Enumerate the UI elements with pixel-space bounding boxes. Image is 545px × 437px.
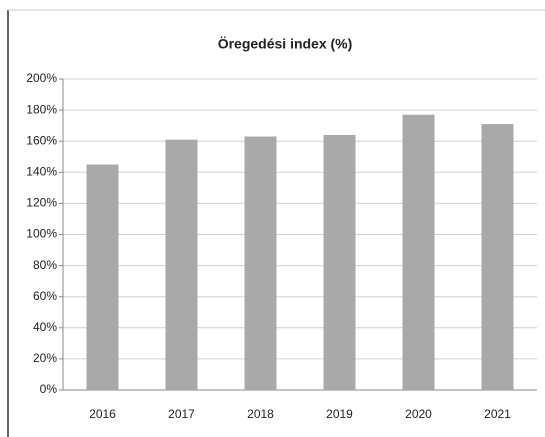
y-tick-label: 0% [40, 382, 58, 396]
x-tick-label: 2019 [326, 407, 353, 421]
x-tick-label: 2017 [168, 407, 195, 421]
y-tick-label: 20% [33, 351, 57, 365]
bar [323, 134, 356, 390]
y-tick-label: 180% [26, 102, 57, 116]
bar [481, 124, 514, 390]
x-tick-label: 2020 [405, 407, 432, 421]
x-tick-label: 2016 [89, 407, 116, 421]
y-tick-label: 200% [26, 71, 57, 85]
y-tick-label: 60% [33, 289, 57, 303]
y-tick-label: 140% [26, 164, 57, 178]
y-tick-label: 80% [33, 258, 57, 272]
chart-title: Öregedési index (%) [218, 36, 353, 52]
y-tick-label: 40% [33, 320, 57, 334]
x-tick-label: 2018 [247, 407, 274, 421]
y-tick-label: 160% [26, 133, 57, 147]
y-tick-label: 120% [26, 196, 57, 210]
bar [402, 114, 435, 390]
bar [244, 136, 277, 390]
x-tick-label: 2021 [484, 407, 511, 421]
bar [165, 139, 198, 390]
bar [86, 164, 119, 390]
y-tick-label: 100% [26, 227, 57, 241]
